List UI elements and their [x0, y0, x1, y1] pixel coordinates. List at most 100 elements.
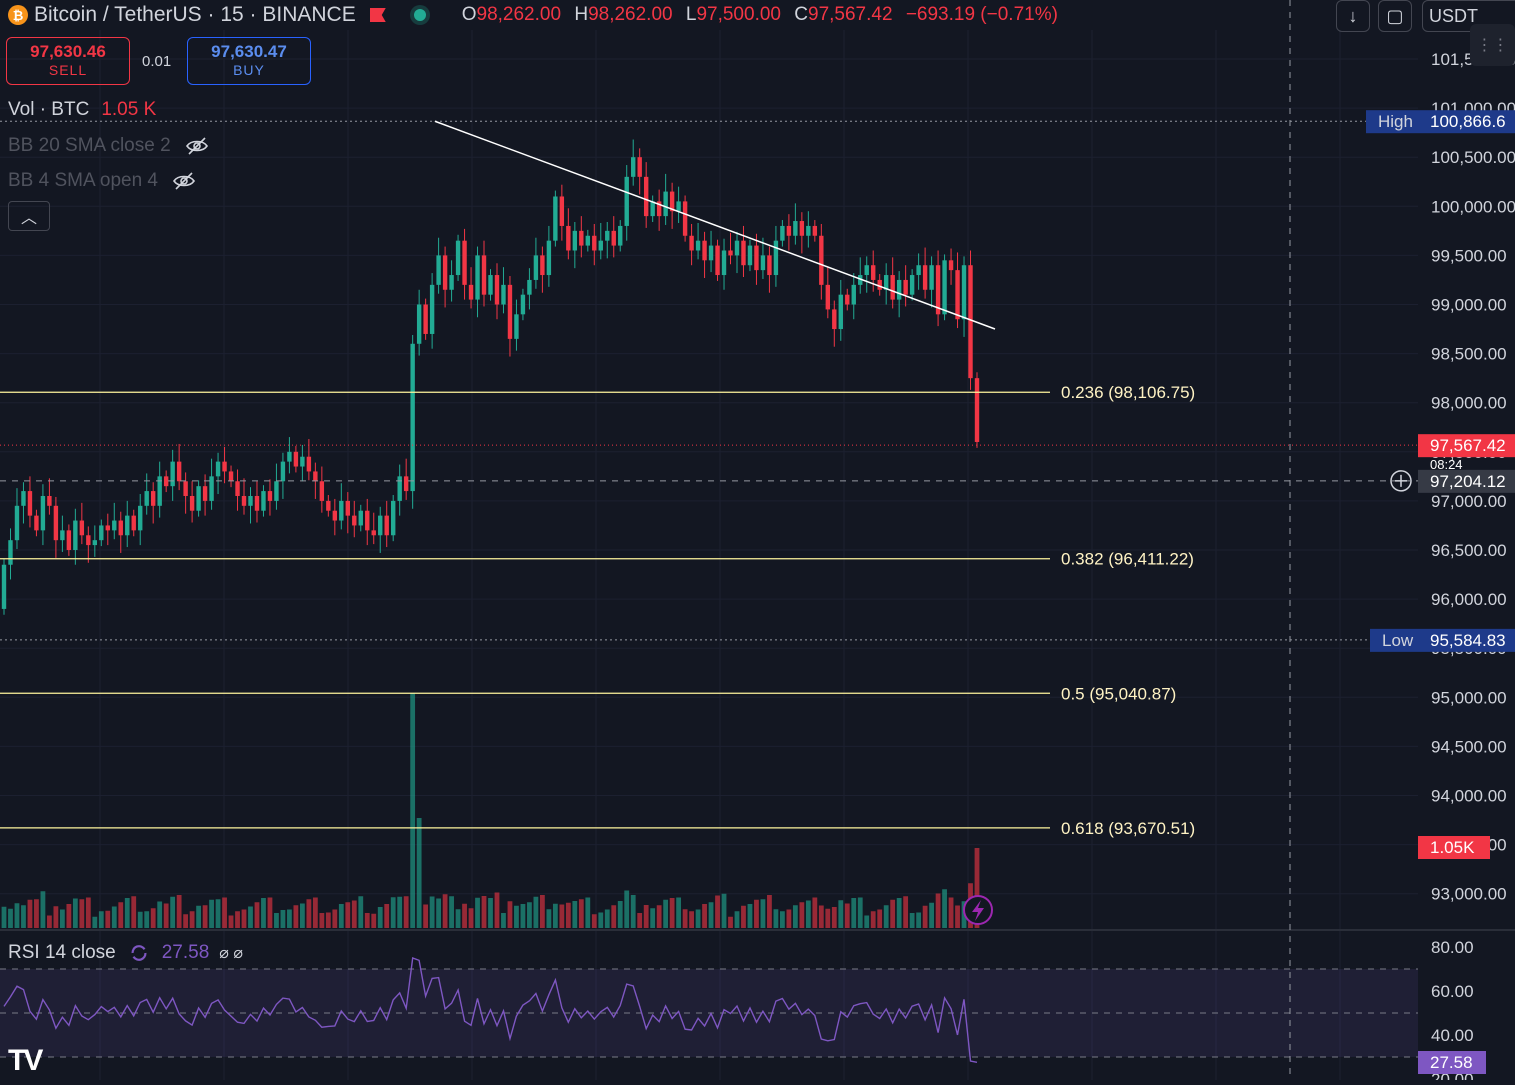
- bb4-legend[interactable]: BB 4 SMA open 4: [8, 169, 196, 193]
- candle-body: [8, 540, 13, 565]
- volume-legend[interactable]: Vol · BTC 1.05 K: [8, 99, 156, 121]
- candle-body: [248, 495, 253, 506]
- volume-bar: [299, 903, 305, 928]
- candle-body: [183, 481, 188, 496]
- rsi-legend[interactable]: RSI 14 close 27.58 ⌀ ⌀: [8, 942, 243, 964]
- candle-body: [585, 235, 590, 246]
- candle-body: [663, 191, 668, 217]
- volume-bar: [222, 897, 227, 928]
- fib-label: 0.236 (98,106.75): [1061, 383, 1195, 402]
- volume-bar: [416, 818, 422, 928]
- trendline: [434, 120, 996, 330]
- volume-bar: [8, 908, 13, 928]
- candle-body: [624, 176, 629, 226]
- candle-body: [942, 260, 947, 315]
- candle-body: [689, 235, 694, 251]
- candle-body: [358, 510, 363, 526]
- candle-body: [79, 520, 85, 536]
- candle-body: [313, 471, 318, 482]
- volume-legend-name: Vol · BTC: [8, 99, 90, 120]
- buy-button[interactable]: 97,630.47 BUY: [187, 37, 311, 85]
- candle-body: [326, 500, 331, 511]
- volume-bar: [261, 898, 266, 928]
- flag-icon[interactable]: [369, 8, 386, 22]
- candle-body: [397, 476, 402, 501]
- candle-body: [118, 520, 123, 536]
- candle-body: [799, 221, 805, 236]
- bb20-legend-name: BB 20 SMA close 2: [8, 135, 171, 156]
- fullscreen-button[interactable]: ▢: [1378, 0, 1412, 32]
- candle-body: [968, 265, 973, 379]
- volume-bar: [903, 896, 909, 928]
- add-alert-button[interactable]: [1390, 470, 1412, 492]
- volume-bar: [585, 897, 591, 928]
- volume-bar: [338, 904, 344, 928]
- volume-bar: [533, 896, 539, 928]
- rsi-legend-name: RSI 14 close: [8, 942, 116, 963]
- candle-body: [481, 255, 487, 295]
- volume-bar: [371, 913, 377, 928]
- volume-bar: [481, 896, 487, 928]
- candle-body: [157, 476, 162, 506]
- candle-body: [442, 255, 448, 290]
- candle-body: [708, 245, 714, 261]
- symbol-title[interactable]: Bitcoin / TetherUS · 15 · BINANCE: [34, 3, 356, 26]
- candle-body: [235, 481, 240, 496]
- rsi-tag-text: 27.58: [1430, 1053, 1473, 1072]
- drag-handle-icon[interactable]: ⋮⋮: [1470, 24, 1515, 66]
- candle-body: [319, 481, 325, 501]
- volume-bar: [896, 898, 902, 928]
- volume-bar: [578, 899, 584, 928]
- lightning-button[interactable]: [963, 895, 993, 925]
- volume-bar: [838, 900, 844, 928]
- crosshair-price-tag-bg: [1418, 469, 1515, 493]
- tradingview-logo: TV: [8, 1044, 43, 1077]
- currency-selector[interactable]: USDT: [1422, 0, 1515, 32]
- candle-body: [86, 535, 91, 546]
- candle-body: [215, 461, 221, 477]
- candle-body: [579, 230, 584, 246]
- volume-bar: [34, 899, 39, 928]
- candle-body: [760, 255, 766, 271]
- sell-button[interactable]: 97,630.46 SELL: [6, 37, 130, 85]
- volume-bar: [572, 901, 578, 928]
- volume-bar: [364, 913, 370, 928]
- volume-bar: [650, 908, 656, 928]
- refresh-icon[interactable]: [128, 942, 150, 964]
- volume-bar: [922, 905, 928, 928]
- volume-bar: [656, 905, 662, 928]
- candle-body: [553, 196, 558, 241]
- hidden-eye-icon[interactable]: [185, 134, 209, 158]
- candle-body: [501, 284, 506, 305]
- bb20-legend[interactable]: BB 20 SMA close 2: [8, 134, 209, 158]
- candle-body: [877, 279, 882, 290]
- candle-body: [352, 515, 357, 526]
- candle-body: [643, 176, 649, 217]
- volume-bar: [831, 907, 837, 928]
- candle-body: [27, 491, 33, 516]
- volume-bar: [617, 901, 623, 928]
- volume-bar: [1, 906, 7, 928]
- volume-bar: [747, 904, 753, 928]
- volume-bar: [403, 896, 409, 928]
- volume-bar: [170, 896, 176, 928]
- hidden-eye-icon[interactable]: [172, 169, 196, 193]
- candle-body: [125, 515, 130, 536]
- candle-body: [618, 225, 623, 246]
- volume-bar: [773, 909, 779, 928]
- volume-bar: [818, 905, 824, 928]
- price-tick-label: 97,000.00: [1431, 492, 1507, 511]
- candle-body: [345, 500, 350, 516]
- candle-body: [637, 157, 642, 177]
- collapse-legend-button[interactable]: ︿: [8, 201, 50, 231]
- volume-bar: [728, 916, 733, 928]
- last-price-tag-text: 97,567.42: [1430, 436, 1506, 455]
- candle-body: [767, 255, 772, 276]
- grid-lines: [0, 30, 1418, 1080]
- download-button[interactable]: ↓: [1336, 0, 1370, 32]
- last-price-tag: 97,567.42: [1418, 434, 1515, 458]
- candle-body: [176, 461, 182, 482]
- volume-bar: [494, 892, 500, 928]
